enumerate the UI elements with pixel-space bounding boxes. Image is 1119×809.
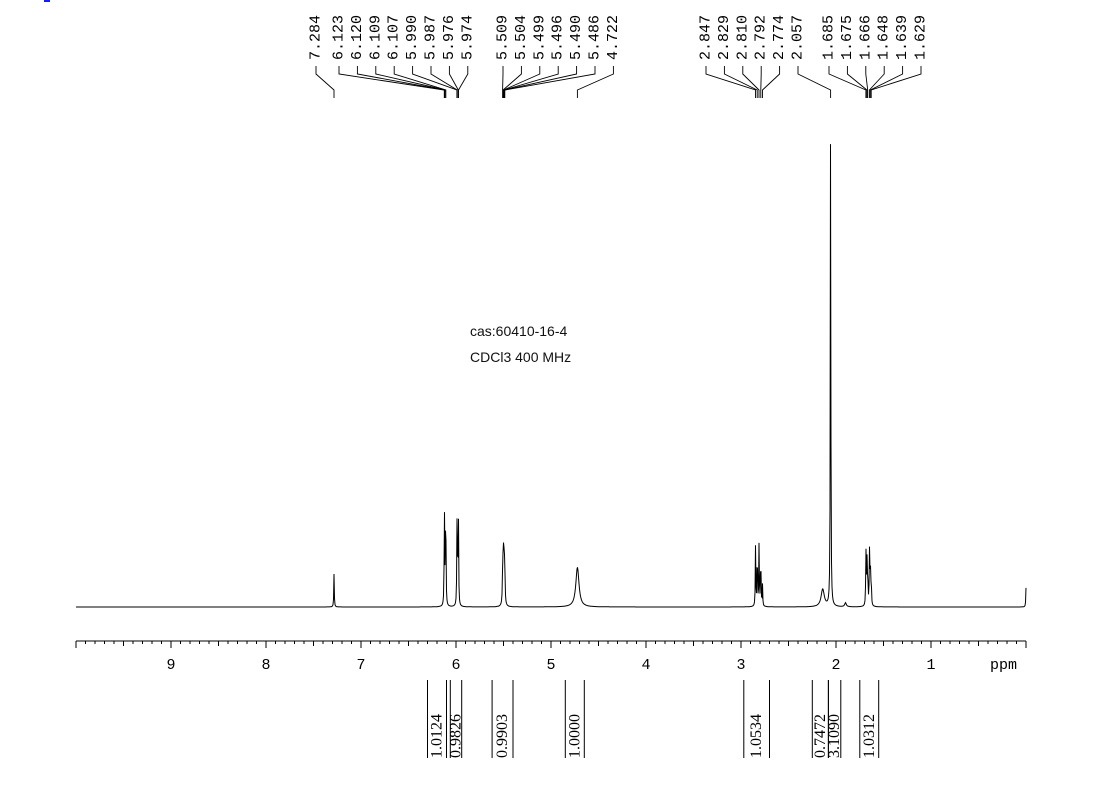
sample-id: cas:60410-16-4	[470, 323, 568, 339]
peak-label: 5.499	[531, 15, 548, 60]
peak-label: 4.722	[605, 15, 622, 60]
peak-label: 6.120	[349, 15, 366, 60]
x-tick-label: 6	[451, 657, 460, 674]
peak-label: 5.504	[513, 15, 530, 60]
peak-leader-line	[315, 66, 335, 98]
peak-label: 7.284	[308, 15, 325, 60]
peak-label: 5.990	[404, 15, 421, 60]
x-tick-label: 1	[926, 657, 935, 674]
x-tick-label: 3	[736, 657, 745, 674]
peak-label: 2.057	[790, 15, 807, 60]
corner-marker	[44, 0, 50, 2]
peak-label: 6.109	[367, 15, 384, 60]
peak-leader-line	[705, 66, 756, 98]
peak-label: 5.987	[423, 15, 440, 60]
integral-value: 0.7472	[812, 714, 829, 758]
peak-leader-line	[458, 66, 469, 98]
peak-label: 2.792	[753, 15, 770, 60]
integral-bracket	[743, 680, 770, 758]
integral-bracket	[859, 680, 880, 758]
peak-leader-line	[356, 66, 446, 98]
x-tick-label: 7	[356, 657, 365, 674]
integral-value: 0.9903	[494, 714, 511, 758]
peak-leader-line	[503, 66, 559, 98]
integral-value: 1.0124	[429, 714, 446, 758]
peak-leader-line	[797, 66, 832, 98]
integral-value: 1.0312	[861, 714, 878, 758]
major-ticks: 9 8 7 6 5 4 3 2 1	[166, 657, 935, 674]
peak-leader-line	[503, 66, 578, 98]
integral-group: 1.0124 0.9826 0.9903 1.0000 1.0534 0.74723.10…	[427, 680, 880, 758]
peak-label: 1.629	[913, 15, 930, 60]
spectrum-trace	[76, 144, 1027, 608]
integral-bracket	[564, 680, 585, 758]
peak-leader-line	[723, 66, 758, 98]
peak-label: 2.829	[716, 15, 733, 60]
peak-label: 1.639	[894, 15, 911, 60]
integral-value: 0.9826	[448, 714, 465, 758]
sample-info: cas:60410-16-4 CDCl3 400 MHz	[470, 318, 571, 370]
peak-leader-line	[870, 66, 922, 98]
peak-label: 1.648	[876, 15, 893, 60]
peak-label: 2.774	[771, 15, 788, 60]
peak-label: 5.486	[587, 15, 604, 60]
peak-label: 5.496	[550, 15, 567, 60]
integral-value: 1.0534	[748, 714, 765, 758]
peak-label: 5.974	[459, 15, 476, 60]
peak-leader-line	[846, 66, 868, 98]
integral-value: 3.1090	[826, 714, 843, 758]
peak-leader-line	[576, 66, 614, 98]
peak-label: 5.490	[568, 15, 585, 60]
x-axis: 9 8 7 6 5 4 3 2 1 ppm	[75, 640, 1027, 674]
peak-label: 2.810	[734, 15, 751, 60]
peak-leader-line	[868, 66, 885, 98]
peak-label: 6.123	[331, 15, 348, 60]
peak-leader-line	[762, 66, 781, 98]
peak-label-group: 7.284 6.123 6.120 6.109 6.107 5.990 5.987 5.976…	[308, 15, 930, 98]
peak-leader-line	[502, 66, 522, 98]
x-tick-label: 5	[546, 657, 555, 674]
peak-label: 1.675	[839, 15, 856, 60]
peak-leader-line	[430, 66, 458, 98]
peak-leader-line	[869, 66, 904, 98]
peak-label: 1.685	[821, 15, 838, 60]
x-axis-label: ppm	[990, 657, 1017, 674]
peak-leader-line	[865, 66, 869, 98]
peak-label: 2.847	[698, 15, 715, 60]
integral-value: 1.0000	[566, 714, 583, 758]
x-tick-label: 4	[641, 657, 650, 674]
minor-ticks	[75, 641, 1027, 648]
peak-label: 1.666	[857, 15, 874, 60]
peak-label: 5.976	[441, 15, 458, 60]
peak-leader-line	[393, 66, 447, 98]
peak-leader-line	[504, 66, 596, 98]
peak-label: 5.509	[495, 15, 512, 60]
peak-leader-line	[828, 66, 867, 98]
integral-bracket	[491, 680, 514, 758]
integral-bracket	[427, 680, 447, 758]
x-tick-label: 2	[831, 657, 840, 674]
integral-bracket	[827, 680, 842, 758]
peak-leader-line	[742, 66, 760, 98]
peak-leader-line	[338, 66, 445, 98]
x-tick-label: 8	[261, 657, 270, 674]
x-tick-label: 9	[166, 657, 175, 674]
peak-label: 6.107	[386, 15, 403, 60]
solvent-frequency: CDCl3 400 MHz	[470, 349, 572, 365]
integral-bracket	[449, 680, 463, 758]
